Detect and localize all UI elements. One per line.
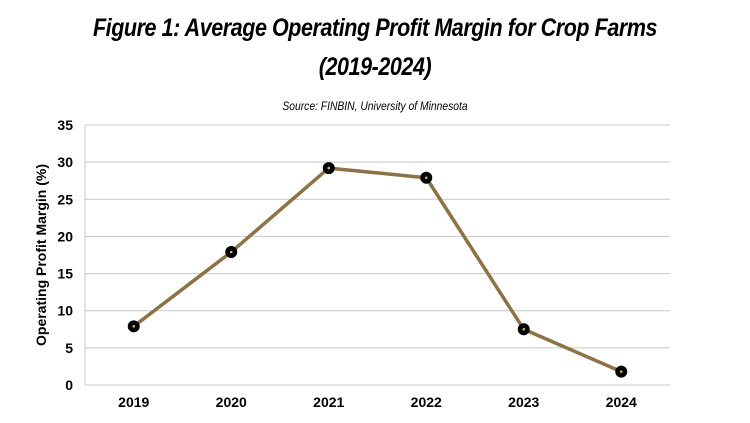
y-tick-label: 30 <box>57 154 73 170</box>
x-tick-labels: 2019 2020 2021 2022 2023 2024 <box>118 394 637 410</box>
x-tick-label: 2023 <box>508 394 539 410</box>
y-tick-label: 0 <box>65 377 73 393</box>
x-tick-label: 2021 <box>313 394 344 410</box>
chart-title-line2: (2019-2024) <box>318 53 432 81</box>
series-line-path <box>132 166 622 374</box>
y-tick-label: 25 <box>57 191 73 207</box>
data-point-center-2019 <box>132 325 136 328</box>
grid-lines <box>84 124 670 386</box>
x-tick-label: 2019 <box>118 394 149 410</box>
data-point-center-2022 <box>424 176 428 180</box>
y-tick-label: 5 <box>65 340 73 356</box>
data-points <box>127 162 628 378</box>
y-tick-label: 15 <box>57 266 73 282</box>
y-axis-label: Operating Profit Margin (%) <box>33 164 49 346</box>
data-point-center-2023 <box>522 327 526 331</box>
data-point-center-2020 <box>229 250 233 254</box>
y-tick-label: 35 <box>57 117 73 133</box>
data-point-center-2024 <box>619 370 623 373</box>
series-line <box>132 166 622 374</box>
x-tick-label: 2024 <box>606 394 637 410</box>
y-tick-labels: 0 5 10 15 20 25 30 35 <box>57 117 73 393</box>
y-tick-label: 20 <box>57 228 73 244</box>
y-tick-label: 10 <box>57 303 73 319</box>
chart-title-line1: Figure 1: Average Operating Profit Margi… <box>92 14 658 42</box>
x-tick-label: 2020 <box>216 394 247 410</box>
chart-subtitle: Source: FINBIN, University of Minnesota <box>282 99 468 113</box>
x-tick-label: 2022 <box>411 394 442 410</box>
data-point-center-2021 <box>327 166 331 170</box>
